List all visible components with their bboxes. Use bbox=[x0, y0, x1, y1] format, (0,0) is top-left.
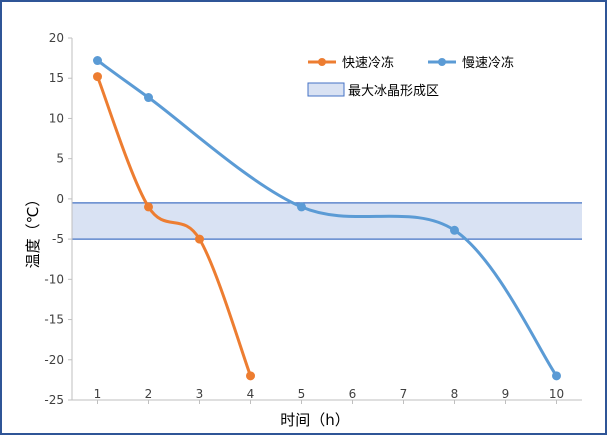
slow-freeze-point bbox=[297, 202, 306, 212]
fast-freeze-line bbox=[96, 75, 252, 378]
y-axis-title: 温度（℃） bbox=[24, 192, 42, 269]
legend-band-swatch bbox=[307, 82, 345, 97]
x-tick-label: 1 bbox=[94, 387, 102, 401]
x-tick-label: 10 bbox=[549, 387, 564, 401]
y-tick-label: -5 bbox=[52, 232, 64, 246]
y-tick-label: 10 bbox=[49, 111, 64, 125]
x-tick-label: 3 bbox=[196, 387, 204, 401]
y-tick-label: 15 bbox=[49, 71, 64, 85]
legend-slow-freeze-label: 慢速冷冻 bbox=[462, 55, 514, 71]
fast-freeze-point bbox=[144, 202, 153, 212]
slow-freeze-point bbox=[144, 93, 153, 103]
fast-freeze-point bbox=[93, 72, 102, 82]
slow-freeze-point bbox=[450, 225, 459, 235]
legend-slow-freeze-marker bbox=[438, 58, 446, 66]
y-tick-label: -20 bbox=[44, 353, 64, 367]
fast-freeze-point bbox=[195, 234, 204, 244]
x-tick-label: 2 bbox=[145, 387, 153, 401]
legend-band-label: 最大冰晶形成区 bbox=[348, 84, 439, 99]
ice-crystal-band bbox=[72, 202, 582, 240]
legend-fast-freeze-marker bbox=[318, 58, 326, 66]
x-tick-label: 7 bbox=[400, 387, 408, 401]
y-tick-label: -25 bbox=[44, 393, 64, 407]
y-tick-label: 20 bbox=[49, 31, 64, 45]
x-tick-label: 5 bbox=[298, 387, 306, 401]
x-axis-title: 时间（h） bbox=[280, 411, 350, 429]
x-tick-label: 6 bbox=[349, 387, 357, 401]
y-tick-label: -15 bbox=[44, 313, 64, 327]
x-tick-label: 9 bbox=[502, 387, 510, 401]
legend-fast-freeze-label: 快速冷冻 bbox=[342, 55, 394, 71]
x-tick-label: 8 bbox=[451, 387, 459, 401]
y-tick-label: -10 bbox=[44, 272, 64, 286]
fast-freeze-point bbox=[246, 371, 255, 381]
slow-freeze-point bbox=[93, 56, 102, 66]
y-tick-label: 5 bbox=[56, 152, 64, 166]
x-tick-label: 4 bbox=[247, 387, 255, 401]
slow-freeze-point bbox=[552, 371, 561, 381]
y-tick-label: 0 bbox=[56, 192, 64, 206]
